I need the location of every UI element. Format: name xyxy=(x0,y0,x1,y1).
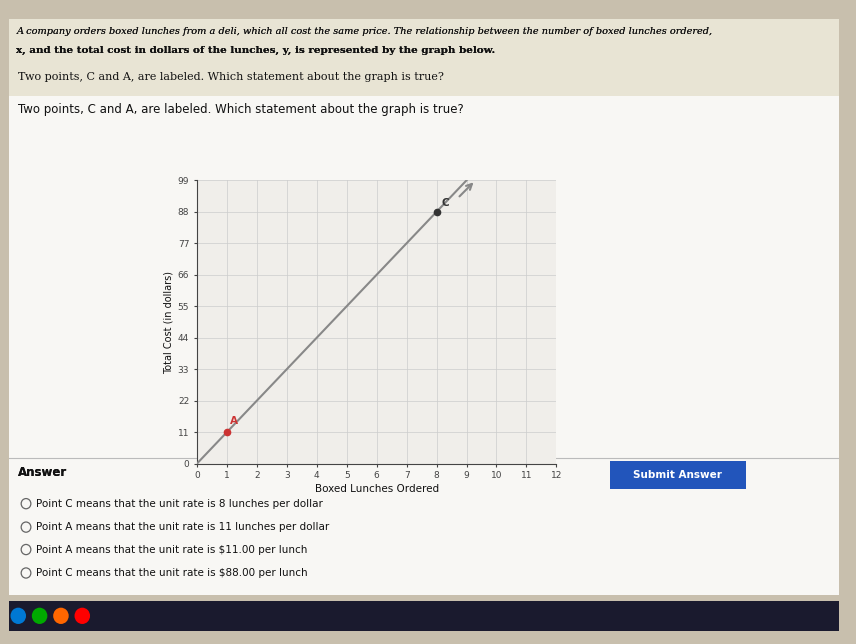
FancyBboxPatch shape xyxy=(9,601,839,631)
Text: Point A means that the unit rate is $11.00 per lunch: Point A means that the unit rate is $11.… xyxy=(36,545,307,554)
X-axis label: Boxed Lunches Ordered: Boxed Lunches Ordered xyxy=(314,484,439,495)
Text: Point C means that the unit rate is 8 lunches per dollar: Point C means that the unit rate is 8 lu… xyxy=(36,498,323,509)
Circle shape xyxy=(74,608,90,624)
Text: x, and the total cost in dollars of the lunches, y, is represented by the graph : x, and the total cost in dollars of the … xyxy=(16,46,496,55)
Text: Answer: Answer xyxy=(18,466,68,479)
Text: A company orders boxed lunches from a deli, which all cost the same price. The r: A company orders boxed lunches from a de… xyxy=(16,28,712,37)
Circle shape xyxy=(10,608,26,624)
Text: Two points, C and A, are labeled. Which statement about the graph is true?: Two points, C and A, are labeled. Which … xyxy=(18,103,464,116)
Text: Point C means that the unit rate is $88.00 per lunch: Point C means that the unit rate is $88.… xyxy=(36,568,307,578)
Circle shape xyxy=(53,608,68,624)
Text: Two points, C and A, are labeled. Which statement about the graph is true?: Two points, C and A, are labeled. Which … xyxy=(18,72,444,82)
Text: C: C xyxy=(441,198,449,208)
Circle shape xyxy=(32,608,47,624)
FancyBboxPatch shape xyxy=(610,461,746,489)
FancyBboxPatch shape xyxy=(9,96,839,596)
Text: A: A xyxy=(229,415,238,426)
Text: x, and the total cost in dollars of the lunches, y, is represented by the graph : x, and the total cost in dollars of the … xyxy=(16,46,496,55)
FancyBboxPatch shape xyxy=(9,19,839,96)
Text: Answer: Answer xyxy=(18,466,68,479)
Text: A company orders boxed lunches from a deli, which all cost the same price. The r: A company orders boxed lunches from a de… xyxy=(16,28,712,37)
Text: Submit Answer: Submit Answer xyxy=(633,470,722,480)
Y-axis label: Total Cost (in dollars): Total Cost (in dollars) xyxy=(163,270,174,374)
Text: Point A means that the unit rate is 11 lunches per dollar: Point A means that the unit rate is 11 l… xyxy=(36,522,329,532)
